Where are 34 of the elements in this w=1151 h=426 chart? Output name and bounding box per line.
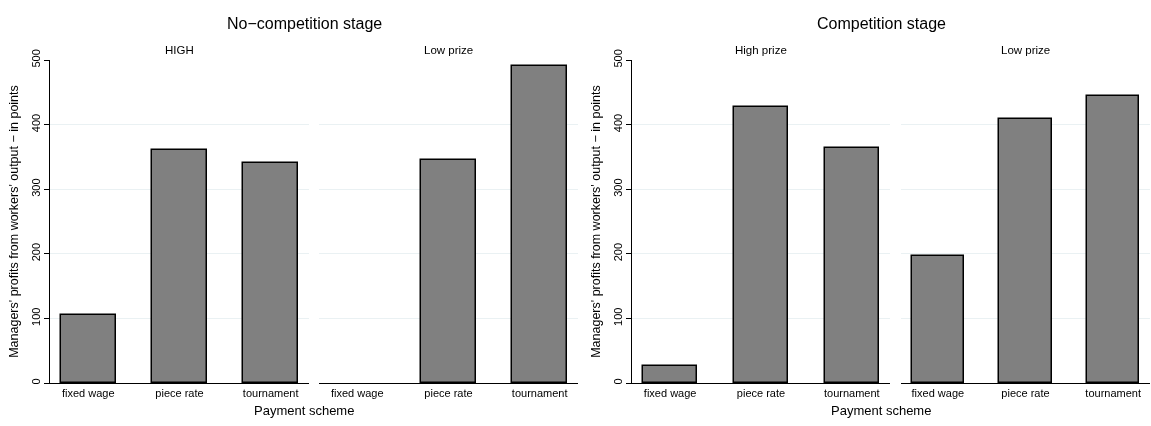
x-tick-label: fixed wage <box>331 387 384 400</box>
x-tick-label: tournament <box>824 387 880 400</box>
y-tick-label: 400 <box>29 113 42 133</box>
x-tick-label: tournament <box>242 387 299 400</box>
y-axis-title: Managers' profits from workers' output − in points <box>588 85 603 358</box>
x-tick-label: piece rate <box>1001 387 1050 400</box>
x-tick-label: piece rate <box>736 387 786 400</box>
y-tick-label: 400 <box>611 113 624 133</box>
y-tick-label: 100 <box>29 307 42 326</box>
y-axis-title: Managers' profits from workers' output − in points <box>6 85 21 358</box>
x-tick-label: tournament <box>1085 387 1142 400</box>
y-tick-label: 0 <box>611 378 624 385</box>
chart-subtitle: HIGH <box>165 44 194 56</box>
x-axis-title: Payment scheme <box>831 403 932 418</box>
chart-subtitle: Low prize <box>424 44 474 56</box>
chart-title: No−competition stage <box>227 15 383 32</box>
chart-title: Competition stage <box>817 15 947 32</box>
x-tick-label: fixed wage <box>911 387 965 400</box>
x-tick-label: fixed wage <box>643 387 697 400</box>
chart-subtitle: Low prize <box>1001 44 1051 56</box>
x-tick-label: piece rate <box>424 387 473 400</box>
y-tick-label: 200 <box>611 242 624 262</box>
y-tick-label: 0 <box>29 378 42 385</box>
x-axis-title: Payment scheme <box>254 403 355 418</box>
x-tick-label: fixed wage <box>62 387 115 400</box>
y-tick-label: 500 <box>611 49 624 68</box>
y-tick-label: 200 <box>29 242 42 262</box>
x-tick-label: piece rate <box>155 387 204 400</box>
y-tick-label: 500 <box>29 49 42 68</box>
y-tick-label: 300 <box>29 178 42 197</box>
x-tick-label: tournament <box>511 387 568 400</box>
y-tick-label: 300 <box>611 178 624 197</box>
y-tick-label: 100 <box>611 307 624 326</box>
chart-subtitle: High prize <box>735 44 787 56</box>
